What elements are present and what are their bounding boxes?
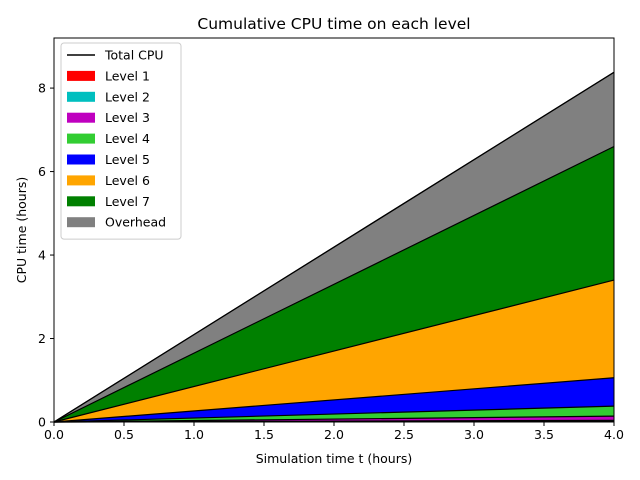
x-tick-label: 4.0	[604, 427, 624, 442]
y-tick-label: 0	[38, 415, 46, 430]
legend-swatch-level-7	[67, 196, 95, 207]
x-tick-label: 0.5	[114, 427, 134, 442]
legend-label-level-2: Level 2	[105, 89, 150, 104]
x-tick-label: 2.5	[394, 427, 414, 442]
total-cpu-line	[53, 71, 615, 423]
y-tick-label: 6	[38, 164, 46, 179]
boundary-level-3	[53, 415, 615, 423]
legend-label-level-4: Level 4	[105, 131, 150, 146]
legend: Total CPU Level 1 Level 2 Level 3 Level 4 Lev…	[60, 42, 182, 240]
legend-label-total-cpu: Total CPU	[104, 48, 164, 63]
legend-swatch-level-5	[67, 154, 95, 165]
x-tick-label: 1.0	[184, 427, 204, 442]
y-tick-label: 2	[38, 331, 46, 346]
legend-swatch-level-2	[67, 91, 95, 102]
y-axis-ticks: 0 2 4 6 8	[38, 81, 54, 430]
x-tick-label: 2.0	[324, 427, 344, 442]
x-tick-label: 1.5	[254, 427, 274, 442]
legend-label-level-3: Level 3	[105, 110, 150, 125]
x-axis-label: Simulation time t (hours)	[256, 451, 413, 466]
legend-label-level-6: Level 6	[105, 173, 150, 188]
boundary-level-7	[53, 145, 615, 423]
x-axis-ticks: 0.0 0.5 1.0 1.5 2.0 2.5 3.0 3.5 4.0	[44, 422, 624, 442]
legend-swatch-level-4	[67, 133, 95, 144]
legend-swatch-overhead	[67, 217, 95, 228]
chart-title: Cumulative CPU time on each level	[197, 15, 470, 33]
legend-label-overhead: Overhead	[105, 215, 166, 230]
x-tick-label: 0.0	[44, 427, 64, 442]
legend-swatch-level-6	[67, 175, 95, 186]
y-tick-label: 4	[38, 248, 46, 263]
legend-label-level-7: Level 7	[105, 194, 150, 209]
legend-swatch-level-3	[67, 112, 95, 123]
legend-swatch-level-1	[67, 70, 95, 81]
boundary-level-6	[53, 279, 615, 423]
x-tick-label: 3.5	[534, 427, 554, 442]
legend-label-level-5: Level 5	[105, 152, 150, 167]
legend-label-level-1: Level 1	[105, 68, 150, 83]
x-tick-label: 3.0	[464, 427, 484, 442]
y-axis-label: CPU time (hours)	[14, 177, 29, 284]
boundary-level-5	[53, 377, 615, 423]
boundary-level-4	[53, 405, 615, 423]
y-tick-label: 8	[38, 81, 46, 96]
